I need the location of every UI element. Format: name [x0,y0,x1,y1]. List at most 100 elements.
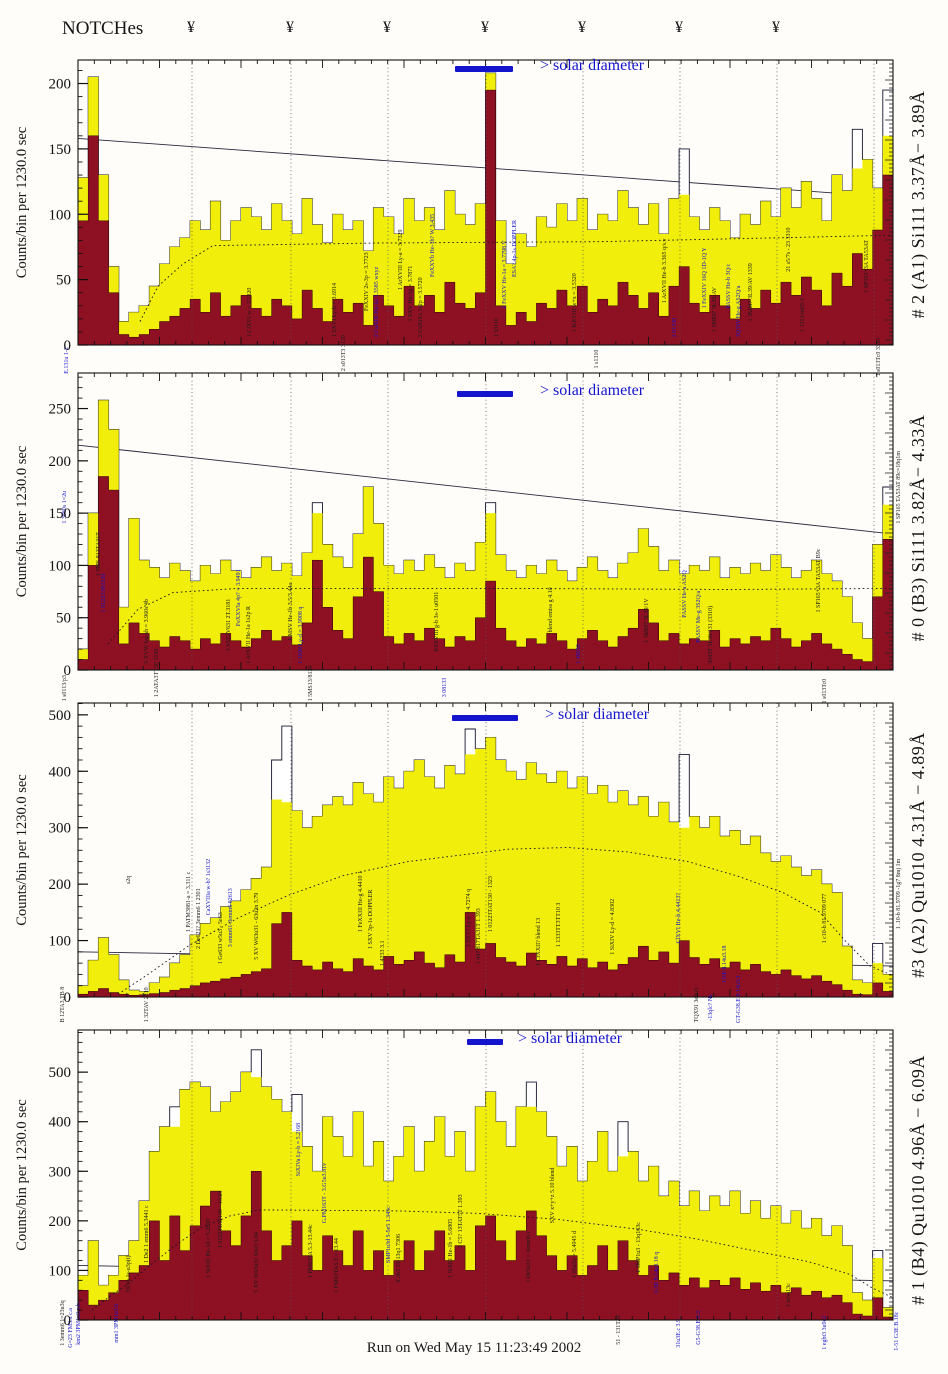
svg-text:GT-G38.E 8.14u3.3: GT-G38.E 8.14u3.3 [736,976,742,1023]
solar-diameter-label-panel3: > solar diameter [545,706,650,723]
svg-text:1 FeXXIV 16Q 1D-1Q Y: 1 FeXXIV 16Q 1D-1Q Y [702,247,708,309]
svg-text:GSE 8.14u3.18: GSE 8.14u3.18 [722,945,728,982]
svg-text:PASSV Me-g 3S2Q/a: PASSV Me-g 3S2Q/a [696,590,702,642]
svg-text:G5-G38.E 8.3: G5-G38.E 8.3 [696,1311,702,1345]
svg-text:1-51 G3E B.18c: 1-51 G3E B.18c [894,1311,900,1350]
svg-text:1 .10-b 81.9709 -1g7 8mj 1m: 1 .10-b 81.9709 -1g7 8mj 1m [896,858,902,929]
svg-text:5 XVW leg-sh = 3.960s 4b: 5 XVW leg-sh = 3.960s 4b [144,599,150,664]
svg-text:1 3emm6 1=23u3q: 1 3emm6 1=23u3q [60,1300,66,1345]
svg-text:1 5MP1u3 - 13q163c: 1 5MP1u3 - 13q163c [636,1222,642,1273]
svg-text:2 SXVI Ly-a = 4.7274 q: 2 SXVI Ly-a = 4.7274 q [466,889,472,947]
svg-text:400: 400 [49,764,72,780]
svg-text:2 s013T3 3130: 2 s013T3 3130 [341,335,347,371]
panel-3-histogram: B 12TA3.TB 8 s2q 1 32TAV 2210 1 PATM3881-a … [49,702,902,1023]
svg-text:200: 200 [49,77,72,93]
svg-text:1 5MS13/8130: 1 5MS13/8130 [308,666,314,702]
channel-label-panel1: # 2 (A1) Si111 3.37Å− 3.89Å [908,90,928,319]
svg-text:1 SXV He-1g = 3.7871: 1 SXV He-1g = 3.7871 [408,266,414,322]
solar-diameter-label-panel2: > solar diameter [540,382,645,399]
svg-text:0: 0 [64,990,72,1006]
svg-text:ESXVIII g-b 3s-1 u0501: ESXVIII g-b 3s-1 u0501 [434,592,440,652]
svg-text:PASSV He-a AS2Q: PASSV He-a AS2Q [682,570,688,618]
svg-text:150: 150 [49,142,72,158]
svg-text:1 SiXIII He-1d = 5.2850: 1 SiXIII He-1d = 5.2850 [206,1219,212,1278]
svg-text:B 12TA3.TB 8: B 12TA3.TB 8 [60,987,66,1023]
svg-text:1 447 817TA31T 1.393: 1 447 817TA31T 1.393 [476,908,482,964]
svg-text:2 SSTAV631 2T.3181: 2 SSTAV631 2T.3181 [226,599,232,651]
svg-text:1 s013Tc0 3310: 1 s013Tc0 3310 [876,338,882,376]
channel-label-panel3: #3 (A2) Qu1010 4.31Å − 4.89Å [908,732,928,978]
svg-text:1 01223TAT130 - 1323: 1 01223TAT130 - 1323 [488,876,494,932]
svg-text:1 KXVIII w+x = 3.5320: 1 KXVIII w+x = 3.5320 [572,273,578,332]
svg-text:400: 400 [49,1115,72,1131]
svg-text:2 FeXXV He-1a = 3.7798 V: 2 FeXXV He-1a = 3.7798 V [502,240,508,309]
svg-text:50: 50 [56,611,71,627]
svg-text:50: 50 [56,273,71,289]
svg-text:1 C5? 13TAT5T 1.393: 1 C5? 13TAT5T 1.393 [458,1194,464,1248]
notch-symbol-7: ¥ [772,19,780,36]
svg-text:SXV x+y+z 5.10 blend: SXV x+y+z 5.10 blend [550,1168,556,1224]
svg-text:1 m5q13c: 1 m5q13c [786,1283,792,1307]
svg-text:1 ClXVI w = 3.5320: 1 ClXVI w = 3.5320 [247,288,253,338]
svg-text:1 De2 1 emm6 5.3441 c: 1 De2 1 emm6 5.3441 c [144,1205,150,1263]
solar-diameter-label-panel1: > solar diameter [540,57,645,74]
svg-text:1 s1310: 1 s1310 [594,350,600,369]
svg-text:200: 200 [49,1214,72,1230]
panel-1-histogram: E.131u 1-2 1 ClXVI w = 3.5320 1 SXVI Ly-b … [49,59,894,376]
svg-text:1 1351/m03-1: 1 1351/m03-1 [800,298,806,332]
solar-diameter-bar-panel3 [452,715,518,721]
svg-text:21 s5/7s - 23 3310: 21 s5/7s - 23 3310 [786,227,792,271]
svg-text:100: 100 [49,207,72,223]
svg-text:500: 500 [49,1065,72,1081]
solar-diameter-bar-panel4 [467,1039,503,1045]
notch-symbol-6: ¥ [675,19,683,36]
svg-text:300: 300 [49,821,72,837]
solar-diameter-bar-panel1 [455,66,513,72]
notch-symbol-5: ¥ [578,19,586,36]
svg-text:100: 100 [49,1263,72,1279]
svg-text:s2q: s2q [126,876,132,884]
y-axis-title-panel2: Counts/bin per 1230.0 sec [14,445,30,598]
svg-text:E.131u 1-2: E.131u 1-2 [64,347,70,374]
channel-label-panel4: # 1 (B4) Qu1010 4.96Å − 6.09Å [908,1055,928,1305]
svg-text:3Q33V He-g AS2Q/a: 3Q33V He-g AS2Q/a [736,285,742,337]
svg-text:1 3MM7 3L39/1V: 1 3MM7 3L39/1V [644,598,650,643]
svg-text:1 s0113/p3: 1 s0113/p3 [62,675,68,701]
svg-text:3 emm61-3emm6 82613: 3 emm61-3emm6 82613 [228,888,234,947]
svg-text:250: 250 [49,402,72,418]
svg-text:1 FM63TA3.T = 13.44: 1 FM63TA3.T = 13.44 [334,1238,340,1293]
svg-text:200: 200 [49,877,72,893]
svg-text:1 SiXIV Ly-d = 4.8302: 1 SiXIV Ly-d = 4.8302 [610,899,616,955]
svg-text:ClXVI He-b 4.4413?: ClXVI He-b 4.4413? [676,893,682,944]
svg-text:1 3MM7 3L39/AV 1339: 1 3MM7 3L39/AV 1339 [748,263,754,321]
svg-text:CaXVIIIa w-b? 1s3132: CaXVIIIa w-b? 1s3132 [206,859,212,915]
svg-text:G=23 FM3.x c.a: G=23 FM3.x c.a [68,1308,74,1348]
notch-symbol-4: ¥ [481,19,489,36]
svg-text:1 05u3q = 5.4045 d: 1 05u3q = 5.4045 d [572,1231,578,1278]
notch-symbol-3: ¥ [383,19,391,36]
svg-text:5 XV W63u31 - 63u3n 3.79: 5 XV W63u31 - 63u3n 3.79 [254,893,260,960]
svg-text:1 egbt3 3u9c2: 1 egbt3 3u9c2 [822,1316,828,1350]
svg-text:1 3880s 1=2u: 1 3880s 1=2u [62,491,68,524]
svg-text:km2 3PM1u3.x.b: km2 3PM1u3.x.b [76,1303,82,1345]
panel-4-histogram: 1 3emm6 1=23u3q G=23 FM3.x c.a km2 3PM1u3.… [49,1029,900,1351]
svg-text:0: 0 [64,663,72,679]
svg-text:FeXXVb He-1b? W 3.435: FeXXVb He-1b? W 3.435 [430,214,436,277]
svg-text:5 XV W63u31 63u3 5.04: 5 XV W63u31 63u3 5.04 [254,1232,260,1293]
svg-text:1 01223 081330: 1 01223 081330 [101,574,107,613]
svg-text:1 PATM3881-a = 3.311 c: 1 PATM3881-a = 3.311 c [186,871,192,932]
y-axis-title-panel1: Counts/bin per 1230.0 sec [14,126,30,279]
svg-text:500: 500 [49,708,72,724]
svg-text:1 9MS 813TA31T: 1 9MS 813TA31T [96,532,102,576]
svg-text:1 SiXIII He-1b = 5.6805: 1 SiXIII He-1b = 5.6805 [448,1219,454,1278]
notch-symbol-1: ¥ [187,19,195,36]
svg-text:1 33110: 1 33110 [494,318,500,337]
y-axis-title-panel3: Counts/bin per 1230.0 sec [14,774,30,926]
svg-text:1 MSV He-1b 3.5/3.44a: 1 MSV He-1b 3.5/3.44a [288,583,294,641]
svg-text:blend emiss g 4.10: blend emiss g 4.10 [548,587,554,632]
svg-text:1 SP165+3A TA53AT: 1 SP165+3A TA53AT [864,240,870,293]
svg-text:SiXIVa Ly-b = 5.2168: SiXIVa Ly-b = 5.2168 [296,1123,302,1176]
svg-text:51 - 131TAT: 51 - 131TAT [616,1314,622,1345]
